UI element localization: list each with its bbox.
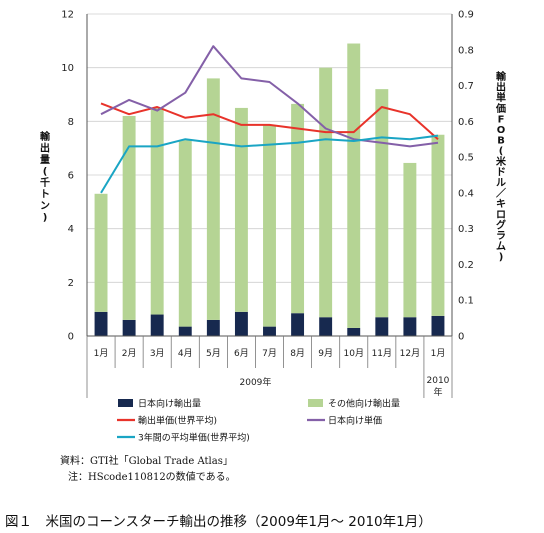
series-line-3	[100, 134, 439, 194]
series-line-1	[100, 102, 439, 140]
bar-japan-volume	[291, 313, 305, 336]
left-tick-label: 0	[68, 332, 74, 343]
category-label: 7月	[262, 348, 277, 359]
bar-japan-volume	[122, 319, 136, 336]
left-axis-title: 輸出量(千トン)	[40, 130, 51, 224]
bar-other-volume	[122, 115, 136, 320]
bars	[94, 43, 445, 336]
bar-japan-volume	[431, 315, 445, 336]
bar-other-volume	[234, 107, 248, 312]
category-labels: 1月 2月 3月 4月 5月 6月 7月 8月 9月 10月 11月 12月 1月	[86, 336, 453, 398]
axis-titles: 輸出量(千トン) 輸出単価 F O B (米ドル／キログラム)	[40, 70, 507, 263]
series-lines	[100, 45, 439, 194]
category-label: 10月	[344, 348, 364, 359]
bar-other-volume	[403, 162, 417, 318]
left-tick-label: 12	[61, 10, 74, 21]
right-tick-label: 0.1	[458, 296, 474, 307]
source-note: 資料：GTI社「Global Trade Atlas」	[60, 456, 233, 467]
category-label: 9月	[318, 348, 333, 359]
bar-japan-volume	[94, 311, 108, 336]
category-label: 11月	[372, 348, 392, 359]
right-tick-label: 0.4	[458, 188, 474, 199]
left-tick-label: 10	[61, 63, 74, 74]
left-tick-label: 2	[68, 278, 74, 289]
right-tick-label: 0.6	[458, 117, 474, 128]
right-tick-label: 0.3	[458, 224, 474, 235]
legend-label: 3年間の平均単価(世界平均)	[138, 432, 250, 444]
right-tick-label: 0.9	[458, 10, 474, 21]
left-axis-ticks: 0 2 4 6 8 10 12	[61, 10, 74, 343]
legend-label: 日本向け単価	[328, 415, 382, 427]
series-line-2	[100, 45, 439, 148]
bar-other-volume	[206, 78, 220, 320]
axes	[86, 14, 453, 337]
right-tick-label: 0.8	[458, 45, 474, 56]
category-label: 12月	[400, 348, 420, 359]
bar-japan-volume	[234, 311, 248, 336]
bar-japan-volume	[319, 317, 333, 336]
legend-swatch	[118, 399, 133, 407]
category-label: 6月	[234, 348, 249, 359]
category-label: 1月	[94, 348, 109, 359]
category-label: 2月	[122, 348, 137, 359]
legend-label: 日本向け輸出量	[138, 398, 201, 410]
chart: 0 2 4 6 8 10 12 0 0.1 0.2 0.3 0.4 0.5 0.6 0.7 0.8 0.9 1…	[40, 10, 507, 444]
bar-other-volume	[375, 89, 389, 318]
right-tick-label: 0.2	[458, 260, 474, 271]
year-group-labels: 2009年 2010年	[240, 376, 450, 398]
right-axis-ticks: 0 0.1 0.2 0.3 0.4 0.5 0.6 0.7 0.8 0.9	[458, 10, 474, 343]
right-tick-label: 0.7	[458, 81, 474, 92]
bar-other-volume	[178, 140, 192, 327]
bar-other-volume	[263, 125, 276, 327]
bar-japan-volume	[403, 317, 417, 336]
category-label: 3月	[150, 348, 165, 359]
figure-caption: 図１ 米国のコーンスターチ輸出の推移（2009年1月～ 2010年1月）	[5, 514, 432, 530]
year-group-label: 2009年	[240, 376, 272, 388]
left-tick-label: 6	[68, 171, 74, 182]
bar-japan-volume	[347, 327, 361, 336]
left-tick-label: 8	[68, 117, 74, 128]
bar-other-volume	[291, 103, 305, 314]
bar-other-volume	[94, 193, 108, 312]
bar-other-volume	[150, 107, 164, 315]
bar-other-volume	[347, 43, 361, 328]
right-axis-title: 輸出単価 F O B (米ドル／キログラム)	[495, 70, 507, 263]
category-label: 1月	[431, 348, 446, 359]
bar-other-volume	[319, 67, 333, 318]
legend-label: 輸出単価(世界平均)	[138, 415, 217, 427]
bar-japan-volume	[375, 317, 389, 336]
bar-japan-volume	[206, 319, 220, 336]
bar-other-volume	[431, 134, 445, 316]
bar-japan-volume	[263, 326, 276, 336]
category-label: 5月	[206, 348, 221, 359]
bar-japan-volume	[150, 314, 164, 336]
right-tick-label: 0	[458, 332, 464, 343]
category-label: 8月	[290, 348, 305, 359]
legend-swatch	[308, 399, 323, 407]
bar-japan-volume	[178, 326, 192, 336]
category-label: 4月	[178, 348, 193, 359]
left-tick-label: 4	[68, 224, 74, 235]
right-tick-label: 0.5	[458, 153, 474, 164]
year-group-label: 2010	[427, 376, 450, 386]
legend-label: その他向け輸出量	[328, 398, 400, 410]
year-group-label-suffix: 年	[433, 386, 442, 398]
hs-code-note: 注：HScode110812の数値である。	[68, 472, 236, 483]
